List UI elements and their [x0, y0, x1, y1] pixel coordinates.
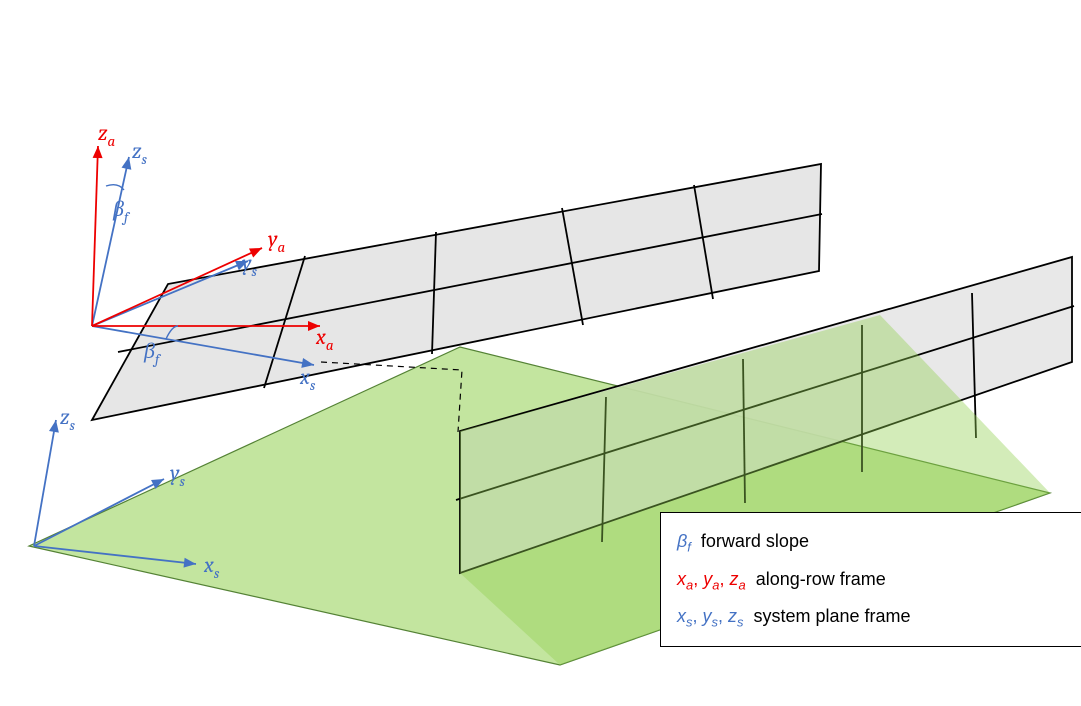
- svg-text:zs: zs: [132, 138, 148, 168]
- svg-text:ys: ys: [170, 460, 185, 490]
- svg-text:ya: ya: [268, 226, 285, 256]
- svg-text:zs: zs: [60, 404, 76, 434]
- svg-text:βf: βf: [112, 196, 131, 226]
- legend-box: βf forward slopexa, ya, za along-row fra…: [660, 512, 1081, 647]
- legend-row-0: βf forward slope: [677, 523, 1065, 561]
- legend-row-2: xs, ys, zs system plane frame: [677, 598, 1065, 636]
- legend-row-1: xa, ya, za along-row frame: [677, 561, 1065, 599]
- svg-text:za: za: [98, 120, 116, 150]
